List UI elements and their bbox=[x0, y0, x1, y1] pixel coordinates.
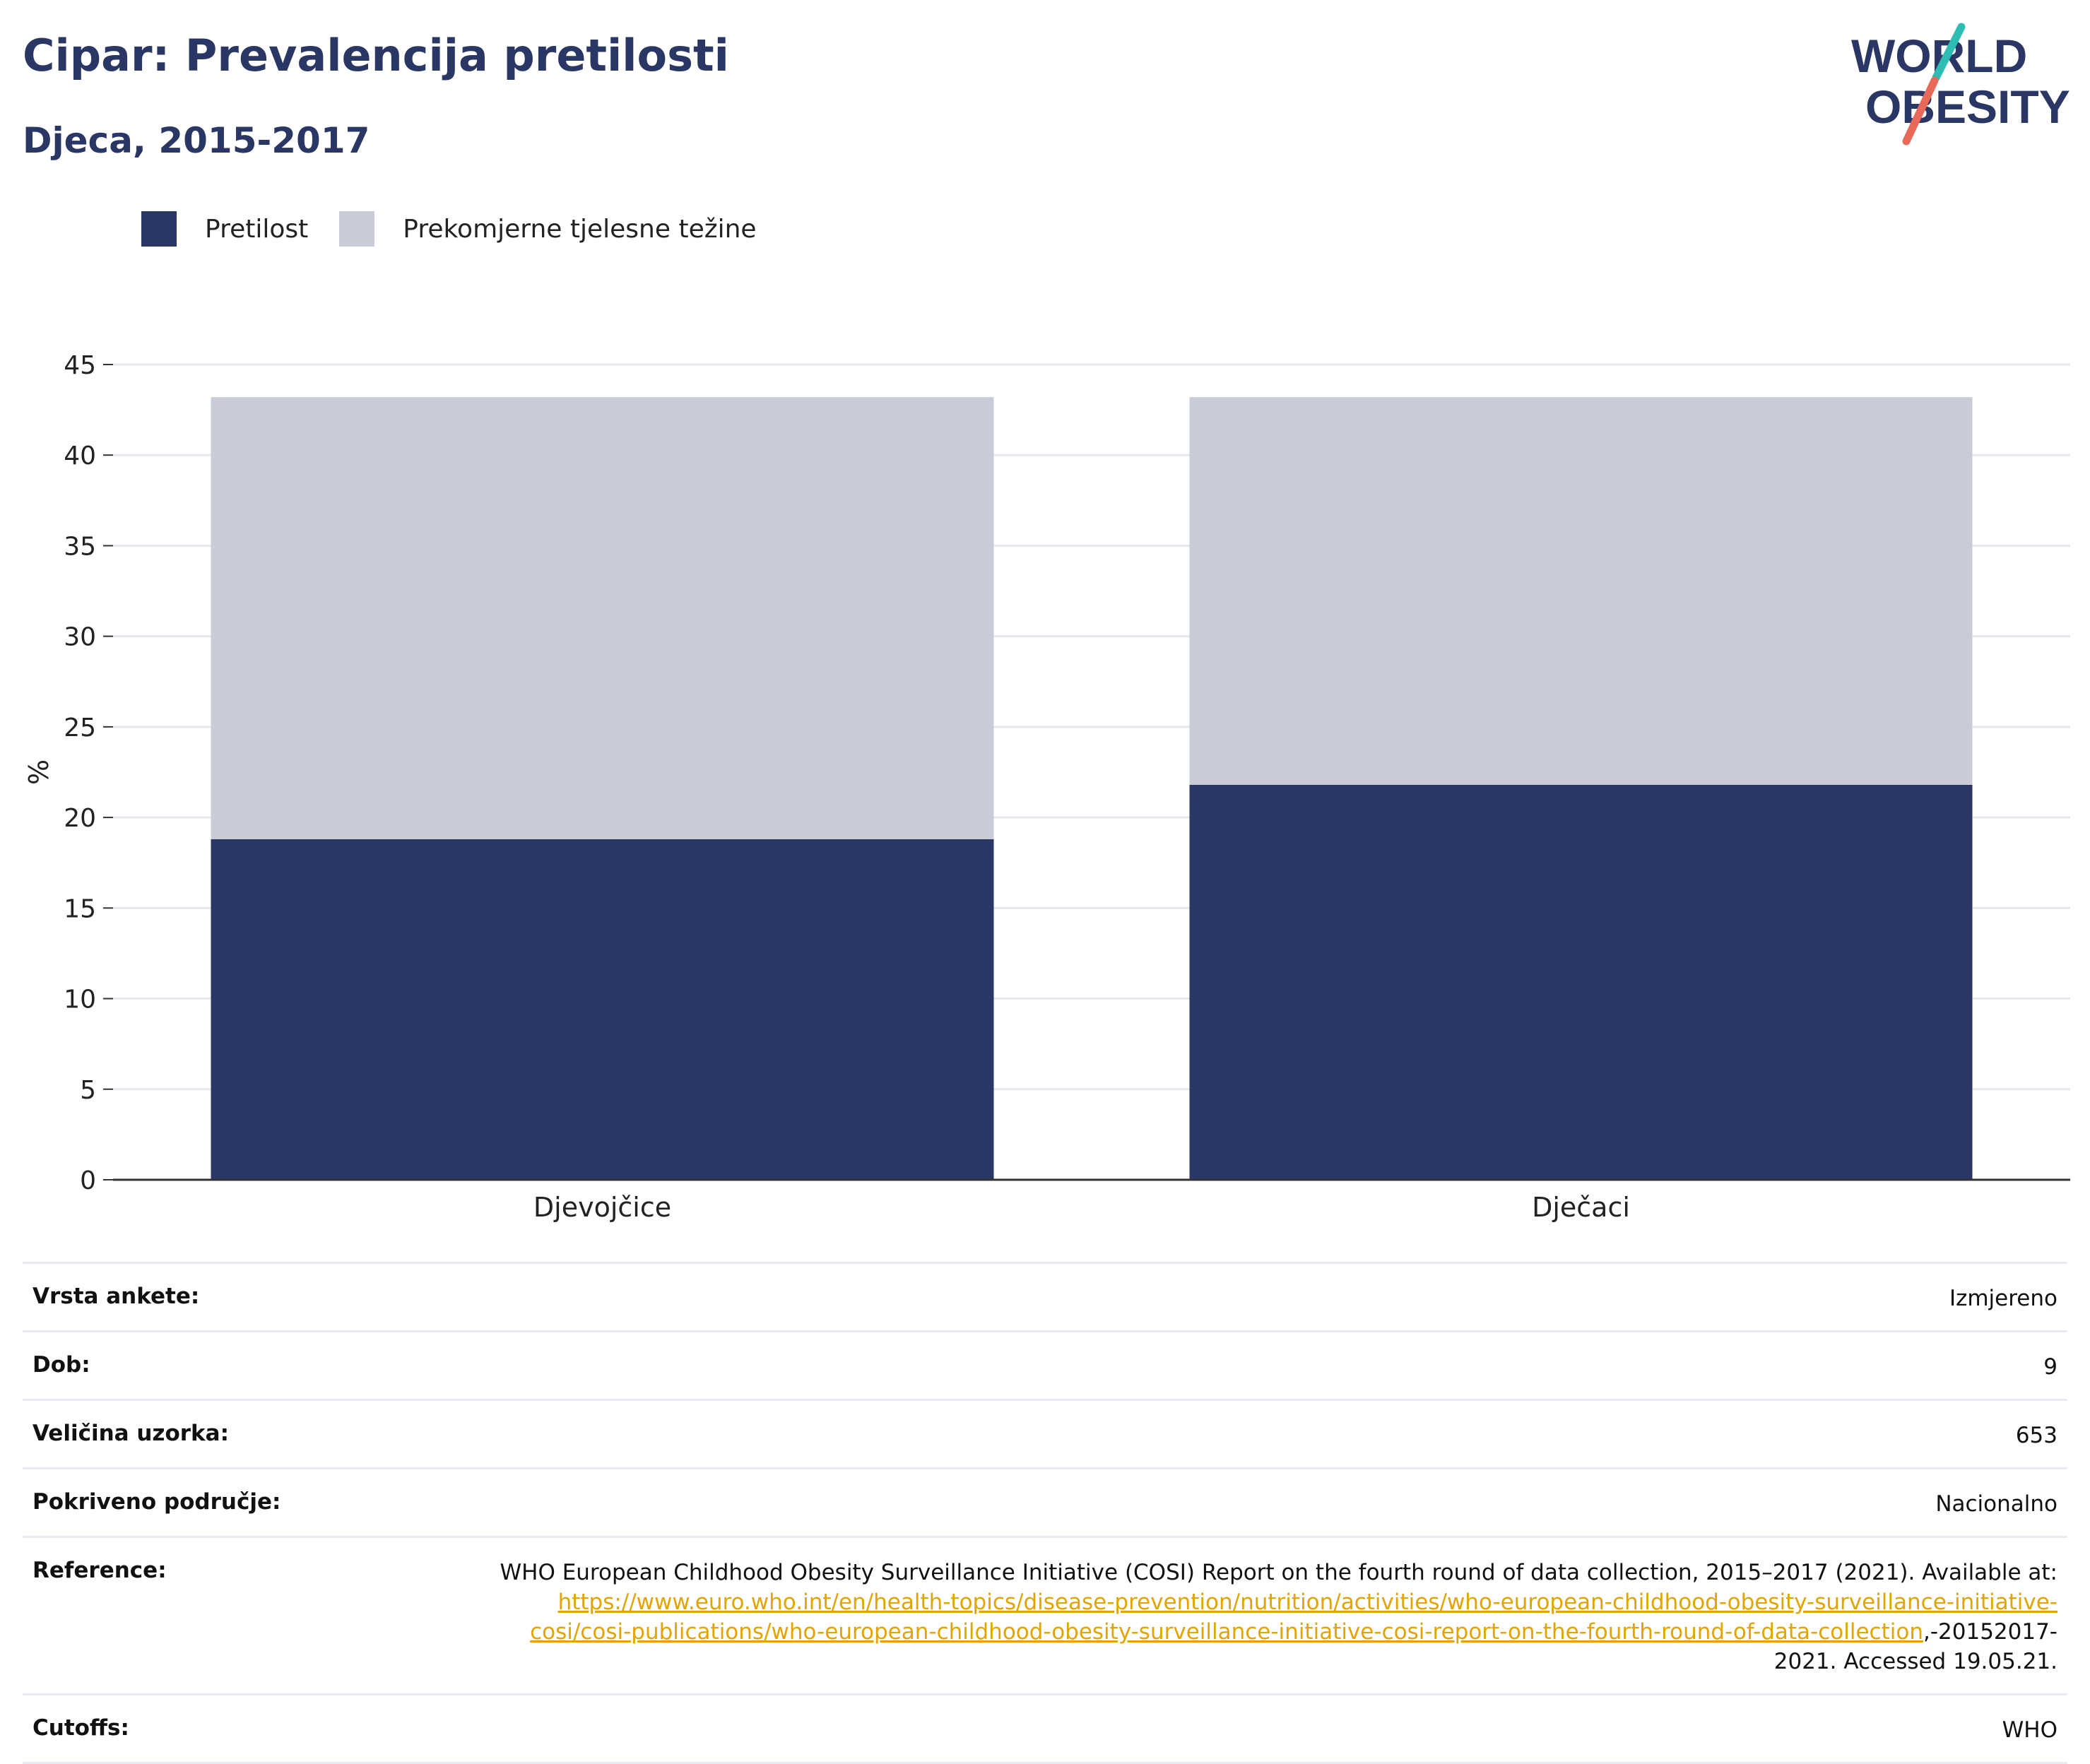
meta-value-survey-type: Izmjereno bbox=[1949, 1286, 2057, 1311]
bar-obesity bbox=[1189, 784, 1973, 1180]
reference-accessed-text: ,-20152017-2021. Accessed 19.05.21. bbox=[1773, 1619, 2057, 1674]
meta-key-cutoffs: Cutoffs: bbox=[33, 1715, 129, 1741]
y-tick-label: 30 bbox=[64, 623, 96, 652]
y-tick-label: 40 bbox=[64, 442, 96, 470]
reference-text: WHO European Childhood Obesity Surveilla… bbox=[500, 1560, 2057, 1585]
y-tick-label: 45 bbox=[64, 351, 96, 380]
meta-key-coverage: Pokriveno područje: bbox=[33, 1489, 281, 1515]
bar-chart: 0 5 10 15 20 25 30 35 40 45% Djevojčice Dječaci bbox=[23, 351, 2070, 1223]
meta-row-age: Dob: 9 bbox=[23, 1330, 2067, 1399]
meta-row-sample-size: Veličina uzorka: 653 bbox=[23, 1399, 2067, 1467]
meta-value-reference: WHO European Childhood Obesity Surveilla… bbox=[489, 1558, 2057, 1676]
meta-key-reference: Reference: bbox=[33, 1558, 167, 1583]
meta-value-cutoffs: WHO bbox=[2002, 1717, 2057, 1743]
bar-overweight bbox=[1189, 397, 1973, 785]
y-axis-label: % bbox=[23, 759, 54, 785]
metadata-table: Vrsta ankete: Izmjereno Dob: 9 Veličina … bbox=[23, 1262, 2067, 1764]
meta-value-coverage: Nacionalno bbox=[1935, 1491, 2057, 1517]
logo-slash-teal bbox=[1932, 23, 1966, 82]
meta-value-sample-size: 653 bbox=[2015, 1423, 2057, 1448]
logo-text-obesity: OBESITY bbox=[1865, 81, 2070, 133]
y-tick-label: 10 bbox=[64, 985, 96, 1014]
legend-item-obesity[interactable]: Pretilost bbox=[141, 211, 308, 247]
legend-label-overweight: Prekomjerne tjelesne težine bbox=[403, 214, 757, 244]
world-obesity-logo: WORLD OBESITY bbox=[1851, 23, 2070, 146]
x-tick-label: Djevojčice bbox=[533, 1192, 671, 1223]
meta-row-coverage: Pokriveno područje: Nacionalno bbox=[23, 1467, 2067, 1536]
y-tick-label: 5 bbox=[80, 1076, 96, 1105]
meta-row-cutoffs: Cutoffs: WHO bbox=[23, 1693, 2067, 1764]
y-tick-label: 0 bbox=[80, 1166, 96, 1195]
legend-item-overweight[interactable]: Prekomjerne tjelesne težine bbox=[339, 211, 757, 247]
legend-swatch-overweight bbox=[339, 211, 375, 247]
legend-label-obesity: Pretilost bbox=[205, 214, 309, 244]
legend-swatch-obesity bbox=[141, 211, 177, 247]
page-title: Cipar: Prevalencija pretilosti bbox=[23, 30, 729, 81]
y-tick-label: 20 bbox=[64, 804, 96, 833]
meta-key-age: Dob: bbox=[33, 1352, 90, 1378]
logo-slash-coral bbox=[1902, 76, 1939, 146]
meta-value-age: 9 bbox=[2043, 1354, 2057, 1380]
y-tick-label: 25 bbox=[64, 714, 96, 742]
meta-row-survey-type: Vrsta ankete: Izmjereno bbox=[23, 1262, 2067, 1330]
y-tick-label: 15 bbox=[64, 894, 96, 923]
chart-legend: Pretilost Prekomjerne tjelesne težine bbox=[141, 209, 788, 249]
bar-overweight bbox=[211, 397, 994, 839]
meta-key-survey-type: Vrsta ankete: bbox=[33, 1284, 200, 1309]
y-tick-label: 35 bbox=[64, 532, 96, 561]
bar-obesity bbox=[211, 839, 994, 1180]
meta-row-reference: Reference: WHO European Childhood Obesit… bbox=[23, 1536, 2067, 1693]
x-tick-label: Dječaci bbox=[1532, 1192, 1630, 1223]
reference-link[interactable]: https://www.euro.who.int/en/health-topic… bbox=[530, 1590, 2057, 1645]
page-subtitle: Djeca, 2015-2017 bbox=[23, 120, 370, 161]
meta-key-sample-size: Veličina uzorka: bbox=[33, 1421, 229, 1446]
